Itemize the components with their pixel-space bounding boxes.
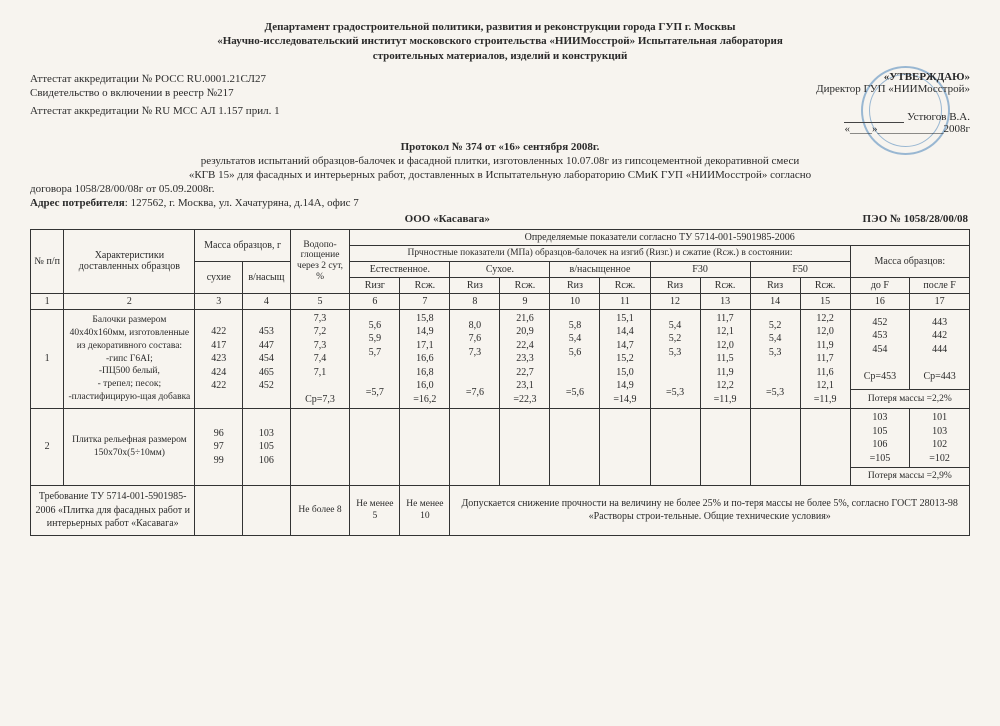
th-sat: в/насыщ: [243, 261, 291, 293]
th-c12: Rиз: [650, 277, 700, 293]
table-row: 2 Плитка рельефная размером 150х70х(5÷10…: [31, 409, 970, 468]
th-c7: Rсж.: [400, 277, 450, 293]
r1-desc: Балочки размером 40х40х160мм, изготовлен…: [64, 309, 195, 409]
r1-c17: 443 442 444 Ср=443: [910, 309, 970, 389]
r1-c16: 452 453 454 Ср=453: [850, 309, 910, 389]
addr-label: Адрес потребителя: [30, 197, 125, 209]
header-line-1: Департамент градостроительной политики, …: [30, 20, 970, 34]
th-char: Характеристики доставленных образцов: [64, 229, 195, 293]
accredit-2: Свидетельство о включении в реестр №217: [30, 87, 280, 99]
th-c9: Rсж.: [500, 277, 550, 293]
th-strength: Прчностные показатели (МПа) образцов-бал…: [350, 245, 850, 261]
req-rest: Допускается снижение прочности на величи…: [450, 486, 970, 536]
th-c16: до F: [850, 277, 910, 293]
th-water: Водопо-глощение через 2 сут, %: [290, 229, 350, 293]
r1-c3: 422 417 423 424 422: [195, 309, 243, 409]
protocol-title: Протокол № 374 от «16» сентября 2008г.: [30, 141, 970, 153]
r2-c16: 103 105 106 =105: [850, 409, 910, 468]
r2-loss: Потеря массы =2,9%: [850, 468, 969, 486]
r1-c6: 5,6 5,9 5,7 =5,7: [350, 309, 400, 409]
org-name: ООО «Касавага»: [405, 213, 490, 225]
th-dry2: Сухое.: [450, 261, 550, 277]
table-row: 1 Балочки размером 40х40х160мм, изготовл…: [31, 309, 970, 389]
table-row-req: Требование ТУ 5714-001-5901985-2006 «Пли…: [31, 486, 970, 536]
th-c10: Rиз: [550, 277, 600, 293]
r1-c9: 21,6 20,9 22,4 23,3 22,7 23,1 =22,3: [500, 309, 550, 409]
r1-c5: 7,3 7,2 7,3 7,4 7,1 Ср=7,3: [290, 309, 350, 409]
accredit-1: Аттестат аккредитации № РОСС RU.0001.21С…: [30, 73, 280, 85]
r1-loss: Потеря массы =2,2%: [850, 389, 969, 409]
th-f30: F30: [650, 261, 750, 277]
r1-c12: 5,4 5,2 5,3 =5,3: [650, 309, 700, 409]
approve-year: 2008г: [943, 123, 970, 135]
approve-name: Устюгов В.А.: [907, 111, 970, 123]
approve-date-prefix: «____»: [844, 123, 877, 135]
th-c14: Rиз: [750, 277, 800, 293]
r2-c3: 96 97 99: [195, 409, 243, 486]
addr-value: : 127562, г. Москва, ул. Хачатуряна, д.1…: [125, 197, 359, 209]
th-nat: Естественное.: [350, 261, 450, 277]
r1-c10: 5,8 5,4 5,6 =5,6: [550, 309, 600, 409]
approve-role: Директор ГУП «НИИМосстрой»: [816, 83, 970, 95]
th-npp: № п/п: [31, 229, 64, 293]
r2-c17: 101 103 102 =102: [910, 409, 970, 468]
th-c17: после F: [910, 277, 970, 293]
protocol-p1: результатов испытаний образцов-балочек и…: [30, 155, 970, 167]
req-desc: Требование ТУ 5714-001-5901985-2006 «Пли…: [31, 486, 195, 536]
peo-number: ПЭО № 1058/28/00/08: [863, 213, 968, 225]
r1-c4: 453 447 454 465 452: [243, 309, 291, 409]
r1-c8: 8,0 7,6 7,3 =7,6: [450, 309, 500, 409]
req-c6: Не менее 5: [350, 486, 400, 536]
header-line-3: строительных материалов, изделий и конст…: [30, 49, 970, 63]
r2-c4: 103 105 106: [243, 409, 291, 486]
th-c15: Rсж.: [800, 277, 850, 293]
th-c6: Rизг: [350, 277, 400, 293]
th-c8: Rиз: [450, 277, 500, 293]
th-sat2: в/насыщенное: [550, 261, 650, 277]
th-dry: сухие: [195, 261, 243, 293]
approve-title: «УТВЕРЖДАЮ»: [816, 71, 970, 83]
r1-c14: 5,2 5,4 5,3 =5,3: [750, 309, 800, 409]
r1-c13: 11,7 12,1 12,0 11,5 11,9 12,2 =11,9: [700, 309, 750, 409]
header-line-2: «Научно-исследовательский институт моско…: [30, 34, 970, 48]
r2-n: 2: [31, 409, 64, 486]
protocol-p3: договора 1058/28/00/08г от 05.09.2008г.: [30, 183, 970, 195]
th-mass2: Масса образцов:: [850, 245, 969, 277]
th-f50: F50: [750, 261, 850, 277]
protocol-p2: «КГВ 15» для фасадных и интерьерных рабо…: [30, 169, 970, 181]
req-c7: Не менее 10: [400, 486, 450, 536]
th-spec: Определяемые показатели согласно ТУ 5714…: [350, 229, 970, 245]
col-numbers: 12 34 56 78 910 1112 1314 1516 17: [31, 293, 970, 309]
results-table: № п/п Характеристики доставленных образц…: [30, 229, 970, 536]
r1-n: 1: [31, 309, 64, 409]
req-c5: Не более 8: [290, 486, 350, 536]
th-c13: Rсж.: [700, 277, 750, 293]
r2-desc: Плитка рельефная размером 150х70х(5÷10мм…: [64, 409, 195, 486]
r1-c15: 12,2 12,0 11,9 11,7 11,6 12,1 =11,9: [800, 309, 850, 409]
r1-c11: 15,1 14,4 14,7 15,2 15,0 14,9 =14,9: [600, 309, 650, 409]
accredit-3: Аттестат аккредитации № RU МСС АЛ 1.157 …: [30, 105, 280, 117]
th-mass: Масса образцов, г: [195, 229, 290, 261]
r1-c7: 15,8 14,9 17,1 16,6 16,8 16,0 =16,2: [400, 309, 450, 409]
th-c11: Rсж.: [600, 277, 650, 293]
